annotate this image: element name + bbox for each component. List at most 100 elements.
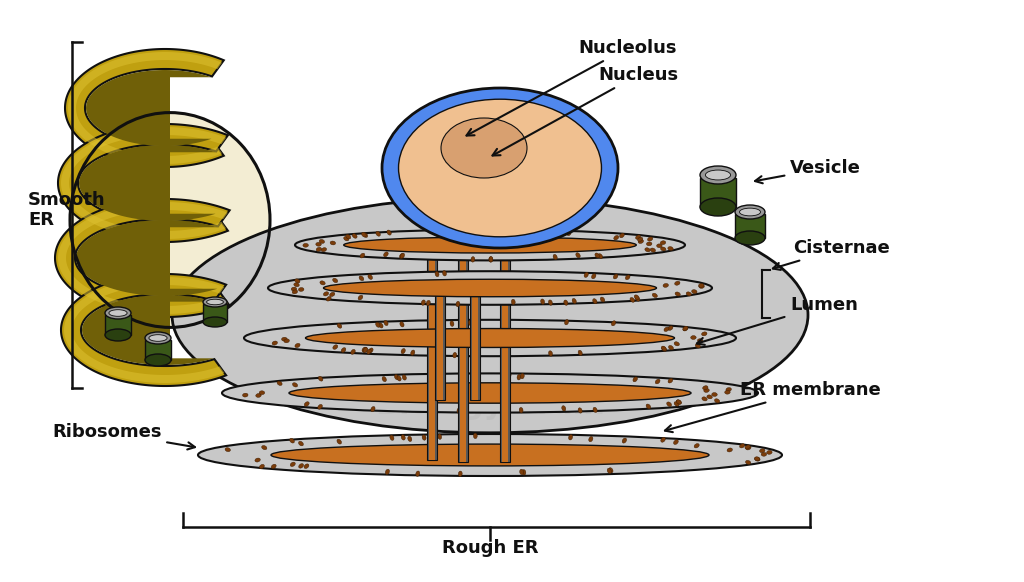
Ellipse shape: [675, 292, 680, 296]
Ellipse shape: [344, 237, 349, 241]
Ellipse shape: [435, 271, 439, 276]
Ellipse shape: [579, 408, 583, 413]
Ellipse shape: [358, 295, 362, 300]
Ellipse shape: [402, 375, 407, 380]
Ellipse shape: [291, 287, 297, 291]
Ellipse shape: [368, 275, 373, 279]
Ellipse shape: [725, 391, 730, 394]
Ellipse shape: [549, 300, 552, 306]
Ellipse shape: [198, 434, 782, 476]
Ellipse shape: [456, 230, 460, 235]
Ellipse shape: [623, 438, 627, 443]
Ellipse shape: [701, 397, 708, 401]
Ellipse shape: [760, 449, 765, 453]
Ellipse shape: [635, 296, 640, 301]
Ellipse shape: [697, 339, 702, 343]
Ellipse shape: [451, 321, 454, 327]
Ellipse shape: [105, 329, 131, 341]
Polygon shape: [61, 127, 226, 239]
Ellipse shape: [421, 300, 425, 306]
Ellipse shape: [384, 252, 388, 257]
Ellipse shape: [655, 379, 660, 384]
Ellipse shape: [105, 307, 131, 319]
Ellipse shape: [677, 400, 681, 404]
Ellipse shape: [702, 386, 708, 390]
Ellipse shape: [507, 372, 511, 378]
Ellipse shape: [564, 300, 568, 306]
Ellipse shape: [459, 471, 462, 477]
Polygon shape: [437, 295, 443, 400]
Ellipse shape: [656, 244, 663, 248]
Ellipse shape: [362, 347, 368, 353]
Ellipse shape: [630, 297, 635, 302]
Text: Ribosomes: Ribosomes: [52, 423, 195, 449]
Ellipse shape: [695, 344, 700, 348]
Ellipse shape: [387, 230, 391, 235]
Ellipse shape: [408, 436, 412, 442]
Ellipse shape: [337, 324, 342, 328]
Ellipse shape: [341, 347, 346, 353]
Ellipse shape: [203, 317, 227, 327]
Ellipse shape: [664, 327, 669, 332]
Ellipse shape: [426, 300, 430, 306]
Ellipse shape: [668, 326, 673, 331]
Ellipse shape: [607, 469, 611, 474]
Ellipse shape: [203, 297, 227, 307]
Ellipse shape: [271, 464, 276, 469]
Ellipse shape: [109, 310, 127, 316]
Ellipse shape: [295, 279, 300, 283]
Ellipse shape: [293, 383, 298, 387]
Polygon shape: [58, 124, 228, 242]
Ellipse shape: [305, 328, 675, 347]
Polygon shape: [435, 295, 445, 400]
Ellipse shape: [243, 393, 248, 397]
Ellipse shape: [674, 342, 679, 346]
Ellipse shape: [398, 99, 601, 237]
Ellipse shape: [694, 443, 699, 448]
Ellipse shape: [385, 469, 389, 474]
Ellipse shape: [634, 295, 639, 300]
Ellipse shape: [433, 375, 437, 380]
Ellipse shape: [584, 272, 589, 278]
Polygon shape: [76, 220, 217, 296]
Ellipse shape: [703, 389, 710, 392]
Ellipse shape: [295, 230, 685, 260]
Ellipse shape: [541, 299, 545, 304]
Ellipse shape: [244, 320, 736, 356]
Ellipse shape: [735, 205, 765, 219]
Ellipse shape: [473, 433, 477, 439]
Ellipse shape: [745, 446, 751, 450]
Polygon shape: [472, 290, 478, 400]
Ellipse shape: [567, 230, 571, 236]
Ellipse shape: [488, 257, 493, 262]
Text: Rough ER: Rough ER: [441, 539, 539, 557]
Ellipse shape: [517, 374, 521, 380]
Ellipse shape: [384, 321, 388, 325]
Ellipse shape: [327, 296, 331, 301]
Ellipse shape: [589, 436, 593, 442]
Ellipse shape: [739, 443, 744, 448]
Polygon shape: [145, 340, 171, 360]
Polygon shape: [65, 277, 224, 383]
Ellipse shape: [441, 375, 445, 380]
Polygon shape: [502, 244, 508, 462]
Ellipse shape: [520, 469, 523, 475]
Ellipse shape: [441, 118, 527, 178]
Ellipse shape: [767, 450, 772, 455]
Polygon shape: [427, 248, 437, 460]
Ellipse shape: [352, 233, 357, 238]
Ellipse shape: [744, 445, 751, 449]
Ellipse shape: [489, 257, 493, 262]
Ellipse shape: [401, 435, 406, 440]
Ellipse shape: [549, 351, 553, 356]
Ellipse shape: [439, 350, 443, 356]
Ellipse shape: [315, 242, 322, 246]
Ellipse shape: [400, 322, 404, 327]
Ellipse shape: [376, 322, 380, 327]
Text: ER membrane: ER membrane: [665, 381, 881, 432]
Ellipse shape: [690, 336, 696, 339]
Ellipse shape: [416, 471, 420, 477]
Ellipse shape: [382, 377, 386, 382]
Ellipse shape: [299, 464, 303, 468]
Ellipse shape: [745, 460, 751, 464]
